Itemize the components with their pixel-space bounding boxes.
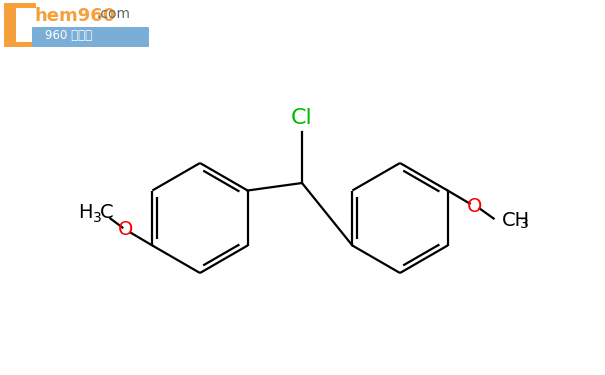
Text: hem960: hem960 <box>35 7 116 25</box>
Text: .com: .com <box>97 7 131 21</box>
FancyBboxPatch shape <box>32 27 149 47</box>
FancyBboxPatch shape <box>4 3 36 47</box>
Text: H: H <box>78 203 93 222</box>
Text: Cl: Cl <box>291 108 313 128</box>
Text: 3: 3 <box>93 210 102 225</box>
Text: O: O <box>118 220 133 239</box>
Text: CH: CH <box>502 211 530 230</box>
Text: O: O <box>467 197 482 216</box>
Text: 3: 3 <box>520 217 528 231</box>
Text: C: C <box>100 203 114 222</box>
Text: 960 化工网: 960 化工网 <box>45 29 92 42</box>
FancyBboxPatch shape <box>16 8 40 42</box>
